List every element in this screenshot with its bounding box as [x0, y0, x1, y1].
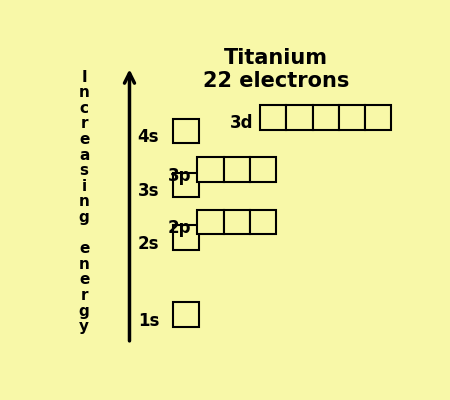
Text: 4s: 4s [138, 128, 159, 146]
Text: I
n
c
r
e
a
s
i
n
g
 
e
n
e
r
g
y: I n c r e a s i n g e n e r g y [79, 70, 90, 334]
Bar [173, 173, 199, 197]
Bar [250, 210, 276, 234]
Bar [173, 119, 199, 144]
Bar [286, 105, 313, 130]
Bar [198, 210, 224, 234]
Bar [365, 105, 391, 130]
Bar [224, 157, 250, 182]
Bar [339, 105, 365, 130]
Bar [173, 302, 199, 327]
Text: Titanium
22 electrons: Titanium 22 electrons [203, 48, 349, 91]
Bar [313, 105, 339, 130]
Text: 1s: 1s [138, 312, 159, 330]
Bar [198, 157, 224, 182]
Bar [250, 157, 276, 182]
Text: 2s: 2s [138, 234, 159, 252]
Text: 3d: 3d [230, 114, 253, 132]
Bar [260, 105, 286, 130]
Text: 3p: 3p [168, 167, 192, 185]
Text: 3s: 3s [138, 182, 159, 200]
Bar [173, 225, 199, 250]
Text: 2p: 2p [168, 219, 192, 237]
Bar [224, 210, 250, 234]
